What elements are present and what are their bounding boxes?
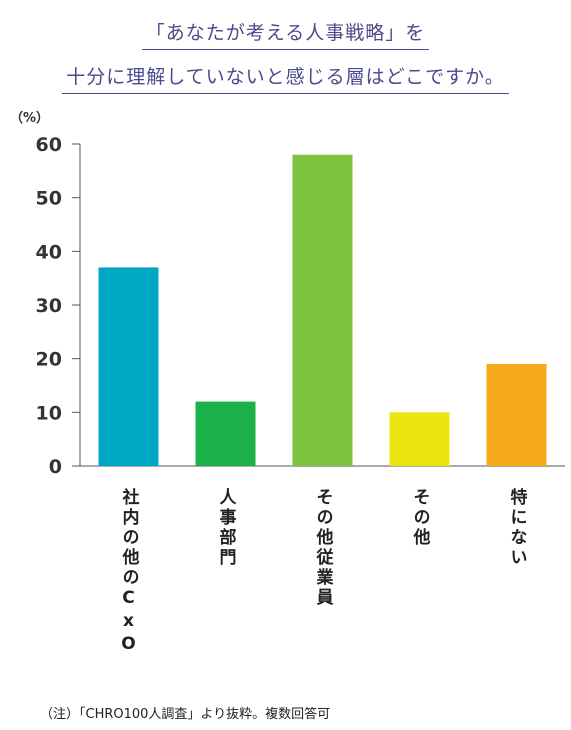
bar — [389, 412, 450, 466]
y-unit-label: （%） — [10, 110, 49, 126]
bar — [98, 267, 159, 466]
bars — [98, 154, 547, 466]
category-labels: 社内の他のCxO 人事部門 その他従業員 その他 特にない — [119, 487, 528, 657]
chart-title-line-2: 十分に理解していないと感じる層はどこですか。 — [0, 62, 571, 94]
category-label: 特にない — [507, 487, 528, 568]
category-label: 社内の他のCxO — [119, 487, 141, 657]
y-tick-label: 30 — [36, 295, 62, 317]
y-tick-label: 10 — [36, 402, 62, 424]
bar-chart: （%） 0 10 20 30 40 50 60 社内の他のCxO 人事部門 その他従業員 その他 特… — [10, 110, 565, 657]
y-tick-label: 40 — [36, 241, 62, 263]
y-tick-label: 60 — [36, 134, 62, 156]
y-tick-label: 20 — [36, 349, 62, 371]
category-label: その他従業員 — [313, 488, 335, 608]
y-tick-label: 50 — [36, 188, 62, 210]
category-label: その他 — [410, 488, 432, 548]
y-tick-labels: 0 10 20 30 40 50 60 — [36, 134, 80, 478]
bar — [292, 154, 353, 466]
y-tick-label: 0 — [49, 456, 62, 478]
bar — [195, 401, 256, 466]
category-label: 人事部門 — [216, 488, 237, 568]
bar — [486, 364, 547, 466]
footnote: （注）「CHRO100人調査」より抜粋。複数回答可 — [40, 707, 331, 722]
chart-title-line-1: 「あなたが考える人事戦略」を — [0, 18, 571, 50]
